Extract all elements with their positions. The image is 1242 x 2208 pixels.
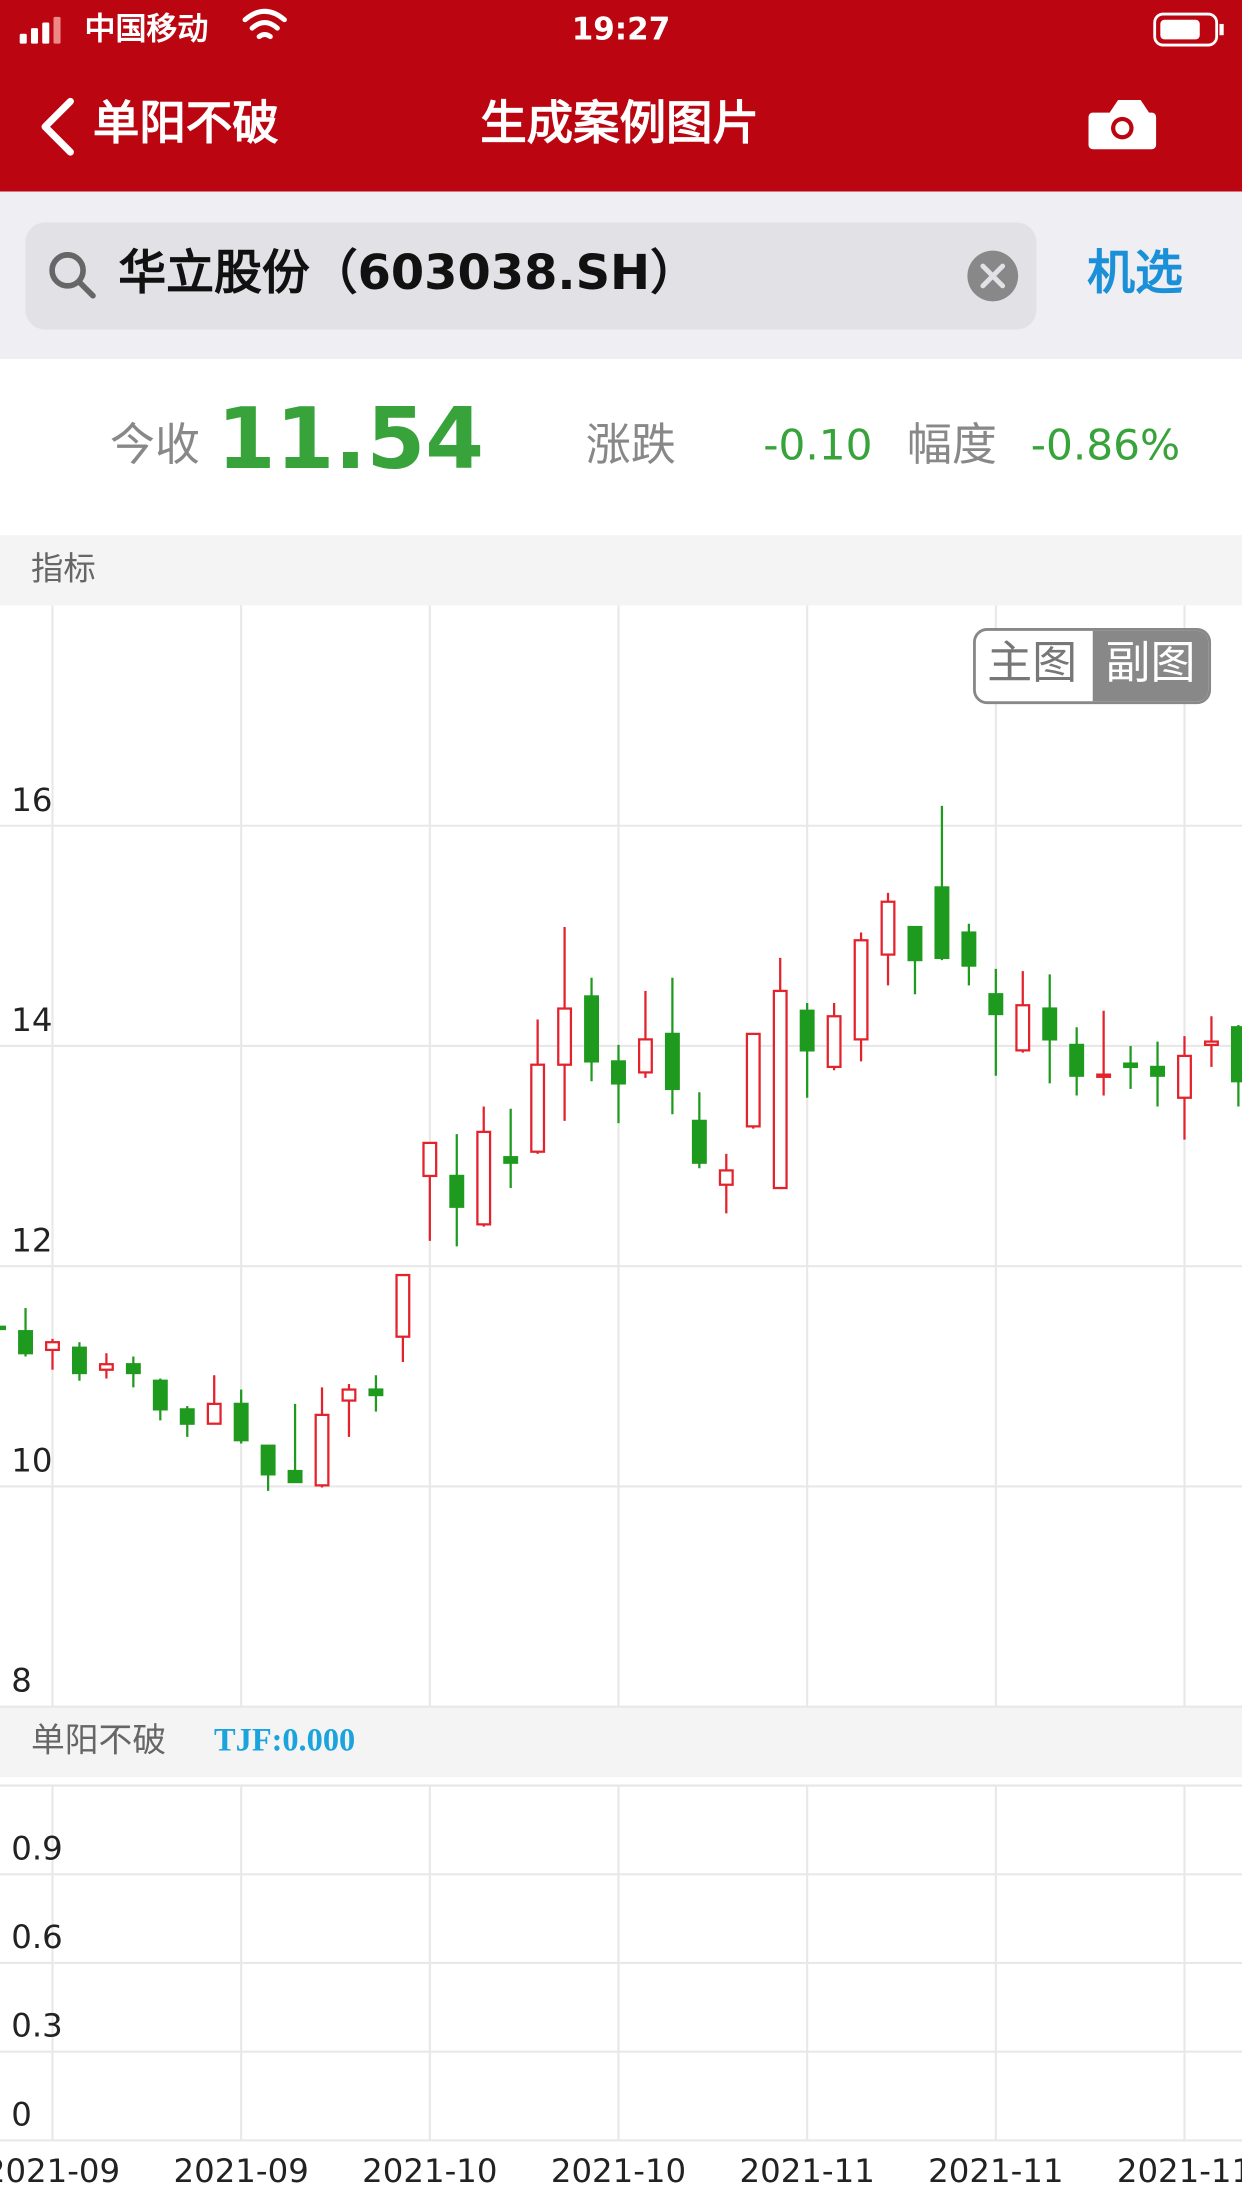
candle-body <box>934 886 950 960</box>
change-label: 涨跌 <box>586 418 676 471</box>
search-box[interactable] <box>25 222 1037 330</box>
search-icon <box>49 252 96 299</box>
back-icon[interactable] <box>41 97 74 156</box>
candle-body <box>395 1273 411 1338</box>
candle-body <box>476 1130 492 1226</box>
pick-button[interactable]: 机选 <box>1087 246 1183 301</box>
section-label: 指标 <box>31 549 96 587</box>
chart-toggle[interactable]: 主图 副图 <box>973 628 1212 705</box>
candle-body <box>45 1341 60 1352</box>
sub-chart-tab[interactable]: 副图 <box>1105 636 1195 689</box>
y-tick-label: 8 <box>11 1662 32 1700</box>
back-label[interactable]: 单阳不破 <box>93 96 279 150</box>
range-label: 幅度 <box>907 418 997 471</box>
candle-body <box>152 1379 168 1411</box>
candle-body <box>1015 1004 1031 1052</box>
candle-body <box>260 1444 276 1476</box>
candle-body <box>1096 1073 1112 1078</box>
candle-body <box>1042 1007 1058 1041</box>
x-tick-label: 2021-11 <box>928 2152 1063 2190</box>
y-tick-label: 0.3 <box>11 2007 62 2045</box>
header-bg <box>0 0 1242 192</box>
candle-body <box>611 1060 626 1085</box>
x-tick-label: 2021-11 <box>740 2152 875 2190</box>
candle-body <box>637 1038 653 1074</box>
candle-body <box>853 939 869 1041</box>
candle-body <box>826 1015 842 1069</box>
candle-body <box>98 1363 114 1371</box>
y-tick-label: 14 <box>11 1001 52 1039</box>
main-chart-tab[interactable]: 主图 <box>987 636 1077 689</box>
x-tick-label: 2021-10 <box>362 2152 497 2190</box>
x-tick-label: 2021-09 <box>0 2152 120 2190</box>
candle-body <box>880 900 896 956</box>
candle-body <box>368 1388 384 1397</box>
nav-title: 生成案例图片 <box>480 96 759 150</box>
candle-body <box>530 1063 546 1153</box>
x-tick-label: 2021-11 <box>1117 2152 1242 2190</box>
range-value: -0.86% <box>1031 420 1180 469</box>
candle-body <box>718 1169 734 1186</box>
candle-body <box>233 1402 249 1442</box>
candle-body <box>664 1032 680 1091</box>
charts: 2021-09 2021-09 2021-10 2021-10 2021-11 2021-… <box>0 605 1242 2190</box>
y-tick-label: 0.9 <box>11 1829 62 1867</box>
candle-body <box>503 1156 519 1164</box>
candle-body <box>1069 1043 1085 1077</box>
camera-icon[interactable] <box>1088 99 1157 150</box>
candle-body <box>206 1402 222 1425</box>
candle-body <box>772 989 788 1190</box>
candle-body <box>557 1007 573 1066</box>
candle-body <box>584 995 600 1063</box>
candle-body <box>799 1009 815 1052</box>
candle-body <box>179 1408 195 1425</box>
y-tick-label: 12 <box>11 1221 52 1259</box>
candle-body <box>71 1346 87 1375</box>
candle-body <box>745 1032 761 1128</box>
carrier: 中国移动 <box>84 11 208 47</box>
candle-body <box>341 1388 357 1402</box>
y-tick-label: 0 <box>11 2095 32 2133</box>
section-bar <box>0 535 1242 606</box>
clear-icon[interactable] <box>967 250 1019 302</box>
candle-body <box>988 993 1004 1016</box>
candle-body <box>1230 1026 1242 1083</box>
candle-body <box>0 1325 7 1331</box>
y-tick-label: 10 <box>11 1442 52 1480</box>
candle-body <box>422 1141 438 1178</box>
close-label: 今收 <box>110 418 200 471</box>
indicator-title: 单阳不破 <box>31 1720 166 1759</box>
candle-body <box>125 1363 141 1375</box>
close-price: 11.54 <box>217 390 484 488</box>
candle-body <box>1177 1054 1192 1099</box>
candle-body <box>1150 1065 1166 1077</box>
change-value: -0.10 <box>763 420 872 469</box>
candle-body <box>961 931 977 967</box>
y-tick-label: 0.6 <box>11 1918 62 1956</box>
clock: 19:27 <box>572 11 671 47</box>
candle-body <box>449 1174 465 1208</box>
indicator-value: TJF:0.000 <box>214 1723 355 1759</box>
battery-icon <box>1153 12 1224 47</box>
candle-body <box>18 1330 34 1355</box>
candle-body <box>1123 1062 1139 1069</box>
candle-body <box>1203 1040 1219 1047</box>
candle-body <box>691 1119 707 1164</box>
indicator-bar <box>0 1706 1242 1778</box>
candle-body <box>907 925 923 962</box>
candle-body <box>287 1469 303 1484</box>
candle-body <box>314 1413 330 1487</box>
y-tick-label: 16 <box>11 781 52 819</box>
x-tick-label: 2021-10 <box>551 2152 686 2190</box>
search-query[interactable]: 华立股份（603038.SH） <box>118 246 698 301</box>
signal-icon <box>19 16 61 44</box>
x-tick-label: 2021-09 <box>174 2152 309 2190</box>
wifi-icon <box>242 8 287 40</box>
